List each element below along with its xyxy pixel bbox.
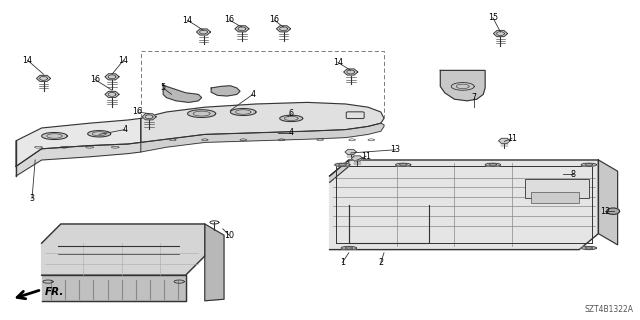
Bar (525, 179, 589, 198)
Text: 1: 1 (340, 258, 345, 267)
Text: 7: 7 (471, 93, 476, 102)
Text: 16: 16 (132, 108, 143, 116)
Text: 12: 12 (600, 207, 610, 216)
Text: 3: 3 (29, 194, 35, 203)
Text: 11: 11 (507, 134, 517, 143)
Polygon shape (88, 131, 111, 137)
Polygon shape (581, 246, 596, 250)
Text: SZT4B1322A: SZT4B1322A (584, 305, 634, 314)
Polygon shape (276, 26, 291, 32)
Polygon shape (141, 102, 384, 142)
Polygon shape (335, 163, 350, 166)
Polygon shape (230, 108, 256, 116)
Polygon shape (280, 115, 303, 122)
Polygon shape (598, 160, 618, 245)
Text: 11: 11 (361, 152, 371, 161)
Text: 16: 16 (224, 15, 234, 24)
Polygon shape (330, 160, 349, 182)
Text: 14: 14 (118, 56, 129, 65)
Polygon shape (205, 224, 224, 301)
Text: 4: 4 (289, 128, 294, 137)
Text: 14: 14 (182, 16, 193, 25)
Polygon shape (341, 246, 356, 250)
Polygon shape (344, 69, 358, 75)
Polygon shape (141, 123, 384, 152)
Polygon shape (188, 110, 216, 117)
Polygon shape (16, 142, 141, 176)
Polygon shape (396, 163, 411, 166)
Bar (531, 192, 579, 203)
Polygon shape (142, 114, 156, 120)
Polygon shape (163, 85, 202, 102)
Text: 4: 4 (250, 90, 255, 99)
Polygon shape (196, 29, 211, 35)
Text: 14: 14 (22, 56, 33, 65)
Text: FR.: FR. (45, 287, 64, 297)
Polygon shape (330, 160, 598, 250)
Polygon shape (42, 132, 67, 140)
Polygon shape (351, 156, 363, 161)
Text: 14: 14 (333, 58, 343, 67)
Polygon shape (440, 70, 485, 101)
Text: 8: 8 (570, 170, 575, 179)
FancyBboxPatch shape (346, 112, 364, 118)
Text: 13: 13 (390, 145, 401, 154)
Polygon shape (345, 149, 356, 155)
Polygon shape (235, 26, 249, 32)
Text: 16: 16 (90, 75, 100, 84)
Polygon shape (581, 163, 596, 166)
Text: 5: 5 (161, 84, 166, 92)
Polygon shape (493, 30, 508, 37)
Polygon shape (499, 138, 510, 143)
Polygon shape (105, 74, 119, 80)
Text: 16: 16 (269, 15, 279, 24)
Polygon shape (36, 75, 51, 82)
Text: 4: 4 (122, 125, 127, 134)
Text: 6: 6 (289, 109, 294, 118)
Text: 10: 10 (224, 231, 234, 240)
Polygon shape (607, 208, 620, 214)
Polygon shape (485, 163, 500, 166)
Polygon shape (42, 224, 205, 275)
Polygon shape (211, 86, 240, 96)
Polygon shape (105, 91, 119, 98)
Polygon shape (16, 118, 141, 166)
Text: 2: 2 (378, 258, 383, 267)
Polygon shape (42, 275, 186, 301)
Text: 15: 15 (488, 13, 498, 22)
